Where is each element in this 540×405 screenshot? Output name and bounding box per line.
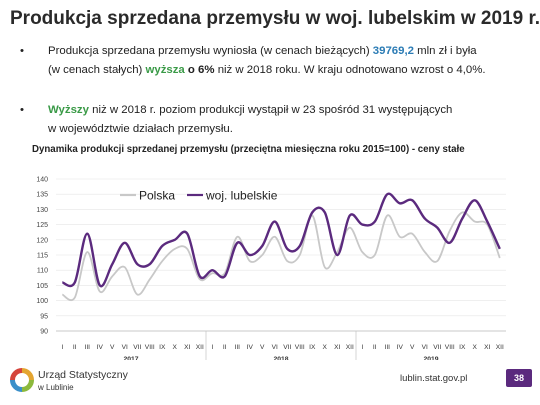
bullet-text-part: Produkcja sprzedana przemysłu wyniosła (…: [48, 45, 373, 57]
y-tick-label: 140: [36, 177, 48, 184]
x-tick-label: I: [211, 344, 213, 351]
higher-word: wyższa: [145, 64, 185, 76]
bullet-text-part: niż w 2018 roku. W kraju odnotowano wzro…: [214, 64, 486, 76]
y-axis-ticks: 90 95 100 105 110 115 120 125 130 135 140: [36, 177, 48, 336]
org-name: Urząd Statystyczny: [38, 369, 128, 381]
bullet-text-part: niż w 2018 r. poziom produkcji wystąpił …: [88, 104, 453, 116]
x-axis-ticks: I II III IV V VI VII VIII IX X XI XII I II III IV V VI VII…: [61, 331, 504, 360]
website-link[interactable]: lublin.stat.gov.pl: [400, 373, 468, 384]
series-line-lubelskie: [61, 192, 501, 288]
series-lines: [61, 192, 501, 302]
bullet-text-part: (w cenach stałych): [48, 64, 146, 76]
production-value: 39769,2: [372, 45, 414, 57]
x-tick-label: VII: [283, 344, 291, 351]
higher-word: Wyższy: [48, 104, 89, 116]
x-tick-label: VIII: [445, 344, 455, 351]
x-tick-label: VII: [133, 344, 141, 351]
year-label: 2019: [423, 356, 438, 360]
y-tick-label: 120: [36, 237, 48, 244]
year-labels: 2017 2018 2019: [123, 356, 438, 360]
x-tick-label: XI: [484, 344, 490, 351]
x-tick-label: IX: [159, 344, 166, 351]
x-tick-label: XI: [334, 344, 340, 351]
chart-legend: Polska woj. lubelskie: [120, 189, 278, 203]
chart-grid: [56, 178, 506, 332]
x-tick-label: X: [323, 344, 328, 351]
growth-percent: o 6%: [184, 64, 215, 76]
x-tick-label: II: [373, 344, 377, 351]
x-tick-label: I: [361, 344, 363, 351]
page-number: 38: [506, 369, 532, 387]
x-tick-label: IV: [247, 344, 254, 351]
x-tick-label: III: [235, 344, 241, 351]
x-tick-label: XI: [184, 344, 190, 351]
y-tick-label: 115: [37, 253, 48, 260]
x-tick-label: IX: [309, 344, 316, 351]
y-tick-label: 110: [37, 268, 48, 275]
page-title: Produkcja sprzedana przemysłu w woj. lub…: [10, 8, 540, 29]
chart-title: Dynamika produkcji sprzedanej przemysłu …: [32, 144, 465, 155]
x-tick-label: VIII: [145, 344, 155, 351]
x-tick-label: V: [410, 344, 415, 351]
x-tick-label: IX: [459, 344, 466, 351]
bullet-text-part: w województwie działach przemysłu.: [48, 123, 233, 135]
gus-logo-icon: [10, 368, 34, 392]
year-label: 2018: [273, 356, 288, 360]
x-tick-label: I: [61, 344, 63, 351]
x-tick-label: XII: [346, 344, 354, 351]
x-tick-label: IV: [97, 344, 104, 351]
x-tick-label: X: [173, 344, 178, 351]
bullet-text: Produkcja sprzedana przemysłu wyniosła (…: [48, 42, 528, 80]
x-tick-label: VI: [122, 344, 128, 351]
x-tick-label: II: [73, 344, 77, 351]
x-tick-label: VIII: [295, 344, 305, 351]
legend-label: Polska: [139, 189, 175, 203]
x-tick-label: V: [110, 344, 115, 351]
x-tick-label: III: [85, 344, 91, 351]
series-line-polska: [61, 211, 501, 302]
bullet-dot: •: [20, 45, 24, 57]
y-tick-label: 90: [40, 329, 48, 336]
x-tick-label: VI: [422, 344, 428, 351]
x-tick-label: V: [260, 344, 265, 351]
x-tick-label: X: [473, 344, 478, 351]
y-tick-label: 105: [36, 283, 48, 290]
org-city: w Lublinie: [38, 383, 74, 392]
year-label: 2017: [123, 356, 138, 360]
y-tick-label: 125: [36, 222, 48, 229]
x-tick-label: IV: [397, 344, 404, 351]
y-tick-label: 130: [36, 207, 48, 214]
x-tick-label: XII: [496, 344, 504, 351]
x-tick-label: XII: [196, 344, 204, 351]
bullet-dot: •: [20, 104, 24, 116]
y-tick-label: 95: [40, 313, 48, 320]
y-tick-label: 135: [36, 192, 48, 199]
x-tick-label: II: [223, 344, 227, 351]
bullet-text: Wyższy niż w 2018 r. poziom produkcji wy…: [48, 101, 528, 139]
x-tick-label: VI: [272, 344, 278, 351]
bullet-text-part: mln zł i była: [413, 45, 477, 57]
y-tick-label: 100: [36, 298, 48, 305]
legend-label: woj. lubelskie: [205, 189, 278, 203]
x-tick-label: III: [385, 344, 391, 351]
x-tick-label: VII: [433, 344, 441, 351]
